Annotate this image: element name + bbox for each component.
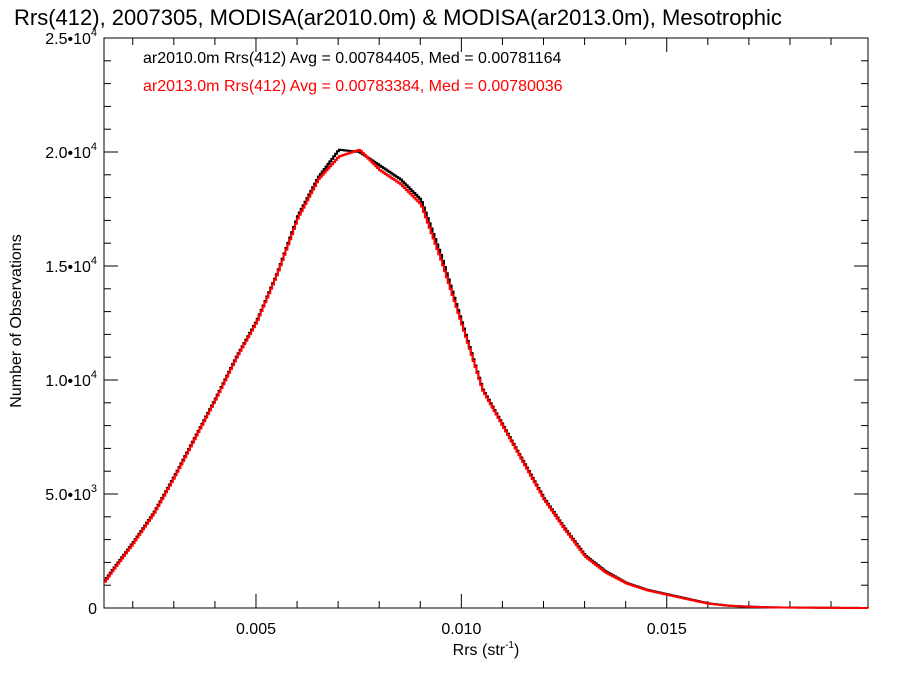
y-tick-label: 1.5•104 [45, 255, 97, 276]
x-tick-label: 0.010 [441, 621, 481, 638]
y-tick-label: 2.5•104 [45, 27, 97, 48]
series-line-1 [104, 148, 869, 609]
x-axis-label-end: ) [514, 642, 519, 659]
x-axis: 0.005 0.010 0.015 [132, 38, 832, 638]
y-tick-label-exponent: 4 [91, 27, 97, 39]
plot-frame [103, 37, 869, 609]
series-line-0 [104, 148, 869, 609]
legend: ar2010.0m Rrs(412) Avg = 0.00784405, Med… [143, 50, 563, 95]
x-axis-label-superscript: -1 [505, 640, 514, 651]
x-tick-label: 0.015 [647, 621, 687, 638]
x-axis-label: Rrs (str-1) [453, 640, 520, 659]
y-tick-label-text: 5.0•10 [45, 487, 91, 504]
y-tick-label: 0 [88, 601, 97, 618]
y-tick-label-text: 1.5•10 [45, 259, 91, 276]
legend-entry: ar2010.0m Rrs(412) Avg = 0.00784405, Med… [143, 50, 561, 67]
x-axis-label-main: Rrs (str [453, 642, 506, 659]
y-tick-label: 5.0•103 [45, 483, 97, 504]
y-tick-label: 2.0•104 [45, 141, 97, 162]
y-tick-label-text: 1.0•10 [45, 373, 91, 390]
y-axis-label: Number of Observations [8, 234, 25, 407]
y-tick-label: 1.0•104 [45, 369, 97, 390]
y-tick-label-text: 0 [88, 601, 97, 618]
y-tick-label-text: 2.5•10 [45, 31, 91, 48]
y-tick-label-exponent: 4 [91, 369, 97, 381]
y-tick-label-exponent: 4 [91, 141, 97, 153]
series-group [104, 148, 869, 609]
legend-entry: ar2013.0m Rrs(412) Avg = 0.00783384, Med… [143, 78, 563, 95]
y-tick-label-exponent: 3 [91, 483, 97, 495]
y-tick-label-exponent: 4 [91, 255, 97, 267]
chart-title: Rrs(412), 2007305, MODISA(ar2010.0m) & M… [14, 5, 782, 30]
y-tick-label-text: 2.0•10 [45, 145, 91, 162]
x-tick-label: 0.005 [236, 621, 276, 638]
